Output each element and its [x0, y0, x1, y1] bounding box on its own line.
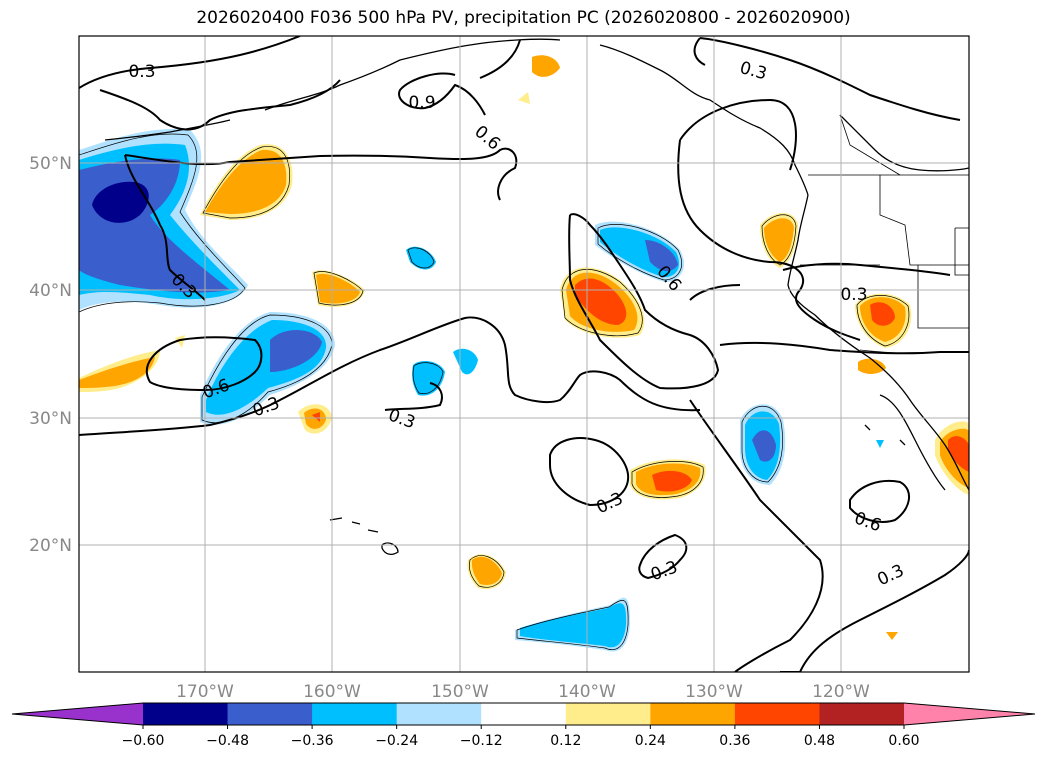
colorbar-segment	[819, 703, 905, 725]
map-content: 0.3 0.9 0.6 0.3 0.3 0.6 0.3 0.3 0.6 0.3 …	[79, 36, 969, 672]
colorbar-tick-label: 0.48	[804, 733, 835, 749]
colorbar-tick-label: 0.60	[888, 733, 919, 749]
positive-anomaly-fills	[79, 55, 969, 640]
lon-label: 160°W	[303, 682, 361, 702]
colorbar: −0.60 −0.48 −0.36 −0.24 −0.12 0.12 0.24 0.36 0.4…	[11, 702, 1036, 749]
colorbar-tick-label: −0.60	[122, 733, 165, 749]
colorbar-left-extension	[12, 703, 143, 725]
borders	[800, 114, 969, 354]
lon-label: 130°W	[685, 682, 743, 702]
colorbar-segment	[734, 703, 820, 725]
lat-label: 50°N	[29, 154, 72, 174]
gridlines	[79, 36, 969, 672]
colorbar-tick-label: −0.36	[291, 733, 334, 749]
colorbar-segment	[396, 703, 482, 725]
contour-label: 0.3	[840, 285, 867, 305]
colorbar-segment	[312, 703, 398, 725]
latitude-labels: 50°N 40°N 30°N 20°N	[29, 154, 72, 556]
colorbar-right-extension	[904, 703, 1035, 725]
colorbar-tick-label: 0.24	[635, 733, 666, 749]
lon-label: 150°W	[431, 682, 489, 702]
lat-label: 40°N	[29, 281, 72, 301]
colorbar-tick-label: −0.48	[206, 733, 249, 749]
lon-label: 120°W	[812, 682, 870, 702]
colorbar-segment	[227, 703, 313, 725]
colorbar-segment	[143, 703, 229, 725]
colorbar-tick-label: −0.12	[460, 733, 503, 749]
lat-label: 20°N	[29, 536, 72, 556]
colorbar-segment	[650, 703, 736, 725]
lon-label: 170°W	[176, 682, 234, 702]
colorbar-tick-label: −0.24	[375, 733, 418, 749]
map-title: 2026020400 F036 500 hPa PV, precipitatio…	[196, 8, 851, 28]
colorbar-segments	[143, 703, 905, 725]
contour-label: 0.9	[408, 93, 435, 113]
longitude-labels: 170°W 160°W 150°W 140°W 130°W 120°W	[176, 682, 870, 702]
colorbar-tick-label: 0.36	[719, 733, 750, 749]
colorbar-segment	[565, 703, 651, 725]
map-background	[79, 36, 969, 672]
map-frame	[78, 35, 970, 673]
anomaly-outlines	[79, 133, 910, 650]
lon-label: 140°W	[558, 682, 616, 702]
colorbar-tick-label: 0.12	[550, 733, 581, 749]
lat-label: 30°N	[29, 409, 72, 429]
colorbar-ticks: −0.60 −0.48 −0.36 −0.24 −0.12 0.12 0.24 0.36 0.4…	[122, 725, 920, 749]
contour-label: 0.3	[128, 62, 155, 82]
colorbar-segment	[481, 703, 567, 725]
